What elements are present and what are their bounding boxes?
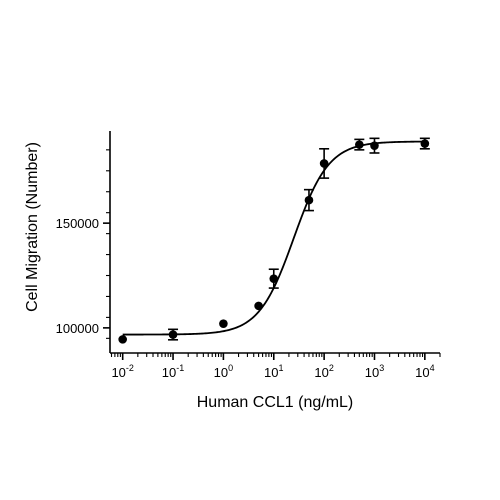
data-point-0 [118,335,127,344]
data-point-9 [420,139,430,148]
y-tick-label-0: 100000 [56,321,99,336]
data-point-3 [254,301,263,311]
x-tick-label-0: 10-2 [111,363,133,380]
x-axis-label: Human CCL1 (ng/mL) [197,394,354,411]
fit-curve [122,140,425,336]
y-axis-label: Cell Migration (Number) [24,142,41,312]
x-tick-label-3: 101 [264,363,283,380]
x-tick-label-4: 102 [314,363,333,380]
data-point-8 [370,141,379,150]
x-tick-label-2: 100 [214,363,233,380]
data-point-7 [355,140,364,149]
x-tick-label-1: 10-1 [162,363,184,380]
y-tick-label-1: 150000 [56,216,99,231]
data-points [118,137,430,344]
y-ticks: 100000 150000 [56,149,110,339]
data-point-5 [304,195,314,205]
x-tick-label-5: 103 [365,363,384,380]
x-ticks: 10-2 10-1 100 101 102 103 104 [110,353,441,380]
axes [109,131,440,354]
x-tick-label-6: 104 [415,363,434,380]
data-point-2 [219,319,228,328]
data-point-1 [168,330,178,339]
data-point-4 [269,274,279,283]
data-point-6 [319,159,329,168]
